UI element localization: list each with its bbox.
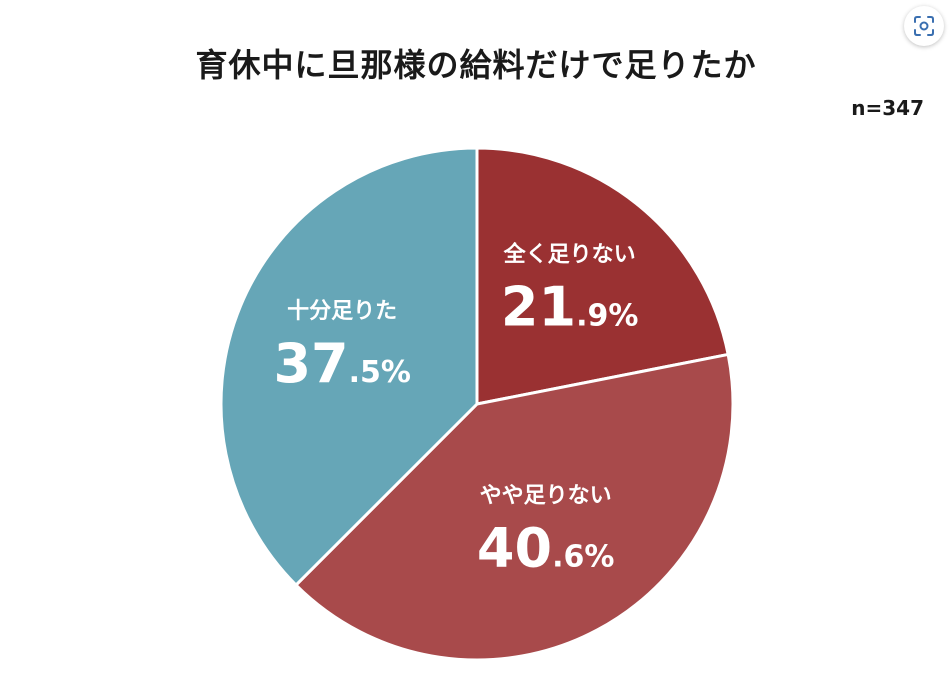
pie-slice-1	[475, 146, 730, 406]
pie-slice-2	[293, 352, 735, 662]
slice-label-3: 十分足りた	[287, 299, 397, 324]
slice-value-1: 21.9%	[501, 275, 639, 338]
visual-search-button[interactable]	[904, 6, 944, 46]
chart-title: 育休中に旦那様の給料だけで足りたか	[195, 46, 757, 84]
sample-size: n=347	[851, 96, 924, 120]
slice-value-3: 37.5%	[273, 332, 411, 395]
slice-value-2: 40.6%	[477, 517, 615, 580]
scan-icon	[914, 16, 934, 36]
slice-label-2: やや足りない	[480, 484, 612, 509]
pie-slice-3	[219, 146, 479, 588]
slice-label-1: 全く足りない	[503, 241, 636, 267]
